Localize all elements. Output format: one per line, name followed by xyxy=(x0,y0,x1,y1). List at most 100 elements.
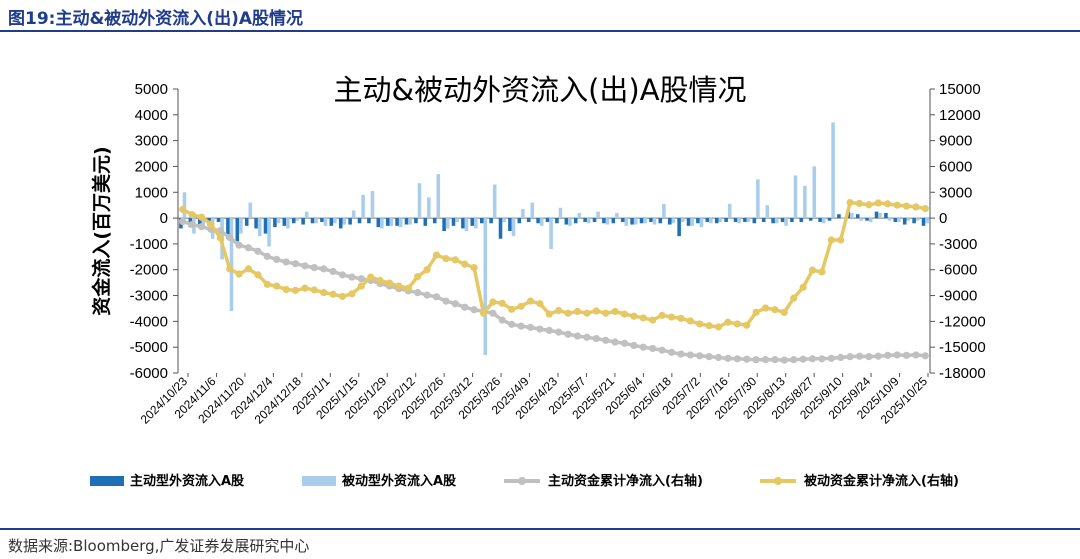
point-passive-cumulative xyxy=(677,314,685,322)
bar-passive xyxy=(586,218,591,224)
point-active-cumulative xyxy=(902,351,911,359)
y-tick-label-left: -4000 xyxy=(130,313,168,330)
point-active-cumulative xyxy=(714,353,723,362)
bar-passive xyxy=(342,218,347,225)
y-tick-label-right: -15000 xyxy=(939,339,986,356)
bar-active xyxy=(235,218,240,242)
point-active-cumulative xyxy=(620,339,629,347)
bar-passive xyxy=(408,218,412,225)
point-passive-cumulative xyxy=(846,199,854,207)
y-tick-label-right: 9000 xyxy=(939,133,972,150)
point-active-cumulative xyxy=(733,355,741,363)
bar-passive xyxy=(859,218,864,221)
bar-passive xyxy=(370,190,375,219)
bar-passive xyxy=(831,122,835,219)
point-passive-cumulative xyxy=(414,273,422,281)
bar-passive xyxy=(737,218,741,224)
point-active-cumulative xyxy=(451,300,459,308)
bar-active xyxy=(696,218,700,224)
bar-active xyxy=(884,212,888,219)
bar-passive xyxy=(474,218,478,229)
bar-active xyxy=(658,218,663,224)
bar-passive xyxy=(765,205,770,219)
chart: 主动&被动外资流入(出)A股情况 5000 4000 3000 2000 1000 0 -10… xyxy=(90,73,986,489)
point-passive-cumulative xyxy=(263,280,271,288)
point-passive-cumulative xyxy=(545,310,553,318)
point-passive-cumulative xyxy=(573,307,582,316)
bar-passive xyxy=(774,218,779,224)
bar-active xyxy=(508,218,512,231)
point-passive-cumulative xyxy=(827,236,835,244)
y-tick-label-left: -6000 xyxy=(130,365,168,382)
point-active-cumulative xyxy=(555,328,563,336)
point-active-cumulative xyxy=(884,351,892,359)
y-tick-label-left: -1000 xyxy=(130,236,168,253)
legend-label: 被动型外资流入A股 xyxy=(341,473,456,489)
point-passive-cumulative xyxy=(733,320,741,328)
y-tick-label-right: -3000 xyxy=(939,236,977,253)
point-active-cumulative xyxy=(573,332,582,340)
legend-label: 主动资金累计净流入(右轴) xyxy=(548,473,703,489)
point-active-cumulative xyxy=(855,352,864,360)
point-active-cumulative xyxy=(310,263,318,272)
bar-passive xyxy=(511,218,516,237)
point-passive-cumulative xyxy=(291,286,300,294)
point-active-cumulative xyxy=(592,334,600,343)
bar-active xyxy=(461,218,465,229)
legend-label: 主动型外资流入A股 xyxy=(130,473,244,489)
point-active-cumulative xyxy=(921,352,929,360)
legend-passive-bar: 被动型外资流入A股 xyxy=(302,473,456,489)
bar-active xyxy=(216,218,221,222)
y-tick-label-right: 3000 xyxy=(939,184,972,201)
bar-active xyxy=(865,218,869,221)
bar-active xyxy=(536,218,540,224)
point-active-cumulative xyxy=(827,354,835,362)
point-active-cumulative xyxy=(235,241,243,249)
point-active-cumulative xyxy=(564,330,572,338)
point-active-cumulative xyxy=(808,355,817,363)
bar-passive xyxy=(709,218,713,224)
bar-passive xyxy=(699,218,704,228)
bar-active xyxy=(752,218,757,224)
bar-passive xyxy=(633,218,638,225)
bar-active xyxy=(310,218,315,224)
bar-passive xyxy=(333,218,337,224)
point-passive-cumulative xyxy=(470,263,478,272)
point-active-cumulative xyxy=(179,217,187,226)
point-active-cumulative xyxy=(489,309,497,317)
point-passive-cumulative xyxy=(686,317,694,325)
bar-passive xyxy=(812,166,817,219)
point-active-cumulative xyxy=(461,303,469,311)
bar-passive xyxy=(821,218,826,224)
bar-active xyxy=(197,218,202,225)
bar-passive xyxy=(558,207,563,219)
bar-passive xyxy=(492,184,497,219)
bar-passive xyxy=(746,218,751,222)
point-passive-cumulative xyxy=(771,306,779,314)
point-active-cumulative xyxy=(649,344,657,353)
bar-active xyxy=(583,218,587,222)
point-passive-cumulative xyxy=(367,273,375,281)
bar-active xyxy=(761,218,766,222)
point-passive-cumulative xyxy=(714,323,723,331)
bar-active xyxy=(263,218,268,234)
bar-active xyxy=(780,218,785,222)
point-active-cumulative xyxy=(837,353,845,362)
y-tick-label-left: -3000 xyxy=(130,288,168,305)
bar-active xyxy=(301,218,305,225)
bar-active xyxy=(348,218,352,225)
y-tick-label-right: 6000 xyxy=(939,158,972,175)
bar-active xyxy=(573,218,578,224)
bar-active xyxy=(282,218,287,226)
bar-active xyxy=(404,218,409,225)
bar-active xyxy=(367,218,371,224)
bar-passive xyxy=(276,218,281,224)
point-active-cumulative xyxy=(329,267,337,276)
bar-active xyxy=(611,218,616,224)
point-active-cumulative xyxy=(799,355,807,363)
y-axis-title: 资金流入(百万美元) xyxy=(90,146,113,315)
bar-passive xyxy=(878,212,882,219)
bar-active xyxy=(564,218,569,225)
point-active-cumulative xyxy=(611,338,619,346)
point-active-cumulative xyxy=(677,350,685,358)
